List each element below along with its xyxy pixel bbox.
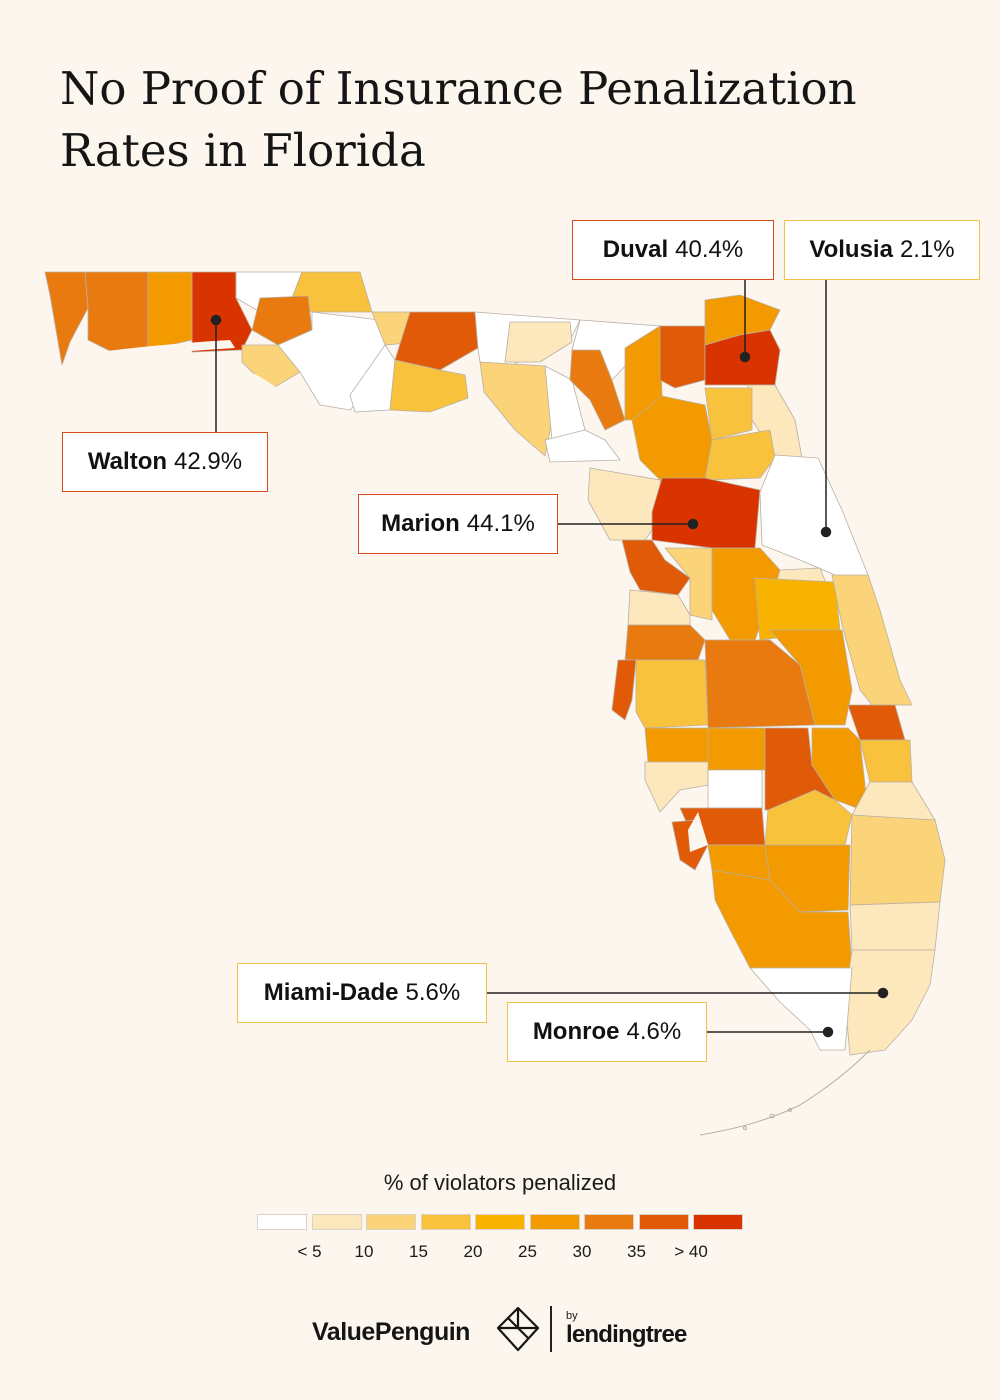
county-sarasota[interactable]	[644, 761, 709, 813]
legend-ticks: < 5 10 15 20 25 30 35 > 40	[0, 1242, 1000, 1272]
county-citrus[interactable]	[621, 539, 691, 596]
legend-tick-label: 20	[463, 1242, 483, 1261]
legend-title: % of violators penalized	[383, 1170, 617, 1195]
county-hardee[interactable]	[707, 727, 766, 771]
county-wakulla[interactable]	[389, 359, 469, 413]
county-bay[interactable]	[241, 344, 301, 391]
legend-swatch	[529, 1214, 580, 1230]
county-clay[interactable]	[659, 325, 706, 389]
callout-marion-name: Marion	[381, 510, 460, 537]
county-sumter[interactable]	[664, 547, 713, 621]
callout-volusia-name: Volusia	[809, 236, 893, 263]
legend-swatch	[257, 1214, 307, 1230]
county-palm-beach[interactable]	[849, 814, 946, 906]
legend-swatch	[311, 1214, 362, 1230]
county-putnam[interactable]	[704, 387, 753, 441]
callout-miami-dade-value: 5.6%	[405, 979, 461, 1006]
title-line-1: No Proof of Insurance Penalization	[60, 62, 857, 115]
callout-miami-dade: Miami-Dade 5.6%	[237, 963, 487, 1023]
county-santa-rosa[interactable]	[84, 271, 149, 356]
legend-swatch	[584, 1214, 634, 1230]
callout-duval-value: 40.4%	[675, 236, 744, 263]
county-pasco[interactable]	[624, 624, 706, 661]
county-broward-west[interactable]	[764, 844, 851, 913]
county-leon[interactable]	[394, 311, 479, 371]
county-brevard[interactable]	[831, 574, 913, 706]
legend-tick-label: < 5	[297, 1242, 322, 1261]
county-gilchrist[interactable]	[544, 429, 621, 463]
callout-monroe-value: 4.6%	[626, 1018, 682, 1045]
callout-duval-name: Duval	[602, 236, 669, 263]
county-desoto[interactable]	[707, 769, 763, 809]
county-escambia[interactable]	[44, 271, 89, 366]
lendingtree-logo-text: lendingtree	[566, 1321, 687, 1348]
callout-monroe-name: Monroe	[532, 1018, 620, 1045]
callout-marion-value: 44.1%	[466, 510, 535, 537]
county-broward[interactable]	[849, 901, 941, 951]
county-jackson[interactable]	[291, 271, 373, 313]
legend-swatch	[366, 1214, 416, 1230]
county-indian-river[interactable]	[847, 704, 906, 741]
callout-monroe: Monroe 4.6%	[507, 1002, 707, 1062]
legend-swatch	[693, 1214, 743, 1230]
callout-volusia-value: 2.1%	[899, 236, 955, 263]
legend-swatch	[420, 1214, 471, 1230]
legend-tick-label: 30	[572, 1242, 592, 1261]
callout-duval: Duval 40.4%	[572, 220, 774, 280]
callout-walton-value: 42.9%	[174, 448, 243, 475]
county-osceola[interactable]	[769, 629, 853, 726]
florida-county-map	[44, 271, 946, 1136]
county-hamilton[interactable]	[504, 321, 573, 363]
county-marion[interactable]	[651, 477, 761, 549]
legend-swatches	[257, 1214, 748, 1230]
legend-swatch	[638, 1214, 689, 1230]
legend-tick-label: > 40	[674, 1242, 708, 1261]
callout-volusia: Volusia 2.1%	[784, 220, 980, 280]
legend-tick-label: 15	[409, 1242, 428, 1261]
callout-walton: Walton 42.9%	[62, 432, 268, 492]
county-okaloosa[interactable]	[147, 271, 193, 351]
county-volusia[interactable]	[759, 454, 869, 579]
callout-walton-name: Walton	[87, 448, 168, 475]
brand-divider	[550, 1306, 552, 1352]
title-line-2: Rates in Florida	[60, 124, 426, 177]
valuepenguin-logo-text: ValuePenguin	[312, 1318, 470, 1346]
page-title: No Proof of Insurance Penalization Rates…	[60, 58, 940, 182]
legend-tick-label: 35	[627, 1242, 646, 1261]
county-pinellas[interactable]	[611, 659, 637, 721]
callout-marion: Marion 44.1%	[358, 494, 558, 554]
legend-tick-label: 25	[518, 1242, 537, 1261]
county-taylor[interactable]	[479, 361, 553, 457]
county-flagler[interactable]	[704, 429, 776, 481]
county-liberty-franklin[interactable]	[349, 344, 396, 413]
county-hernando[interactable]	[627, 589, 691, 626]
county-hillsborough[interactable]	[635, 659, 709, 729]
legend-tick-label: 10	[354, 1242, 374, 1261]
callout-miami-dade-name: Miami-Dade	[263, 979, 399, 1006]
legend-swatch	[475, 1214, 525, 1230]
county-monroe-mainland[interactable]	[749, 967, 853, 1051]
valuepenguin-diamond-icon	[496, 1306, 540, 1352]
brand-by: by	[566, 1310, 578, 1322]
county-st-lucie[interactable]	[859, 739, 913, 783]
county-miami-dade[interactable]	[844, 949, 936, 1056]
county-manatee[interactable]	[644, 727, 709, 763]
footer-branding: ValuePenguin by lendingtree	[0, 1300, 1000, 1360]
